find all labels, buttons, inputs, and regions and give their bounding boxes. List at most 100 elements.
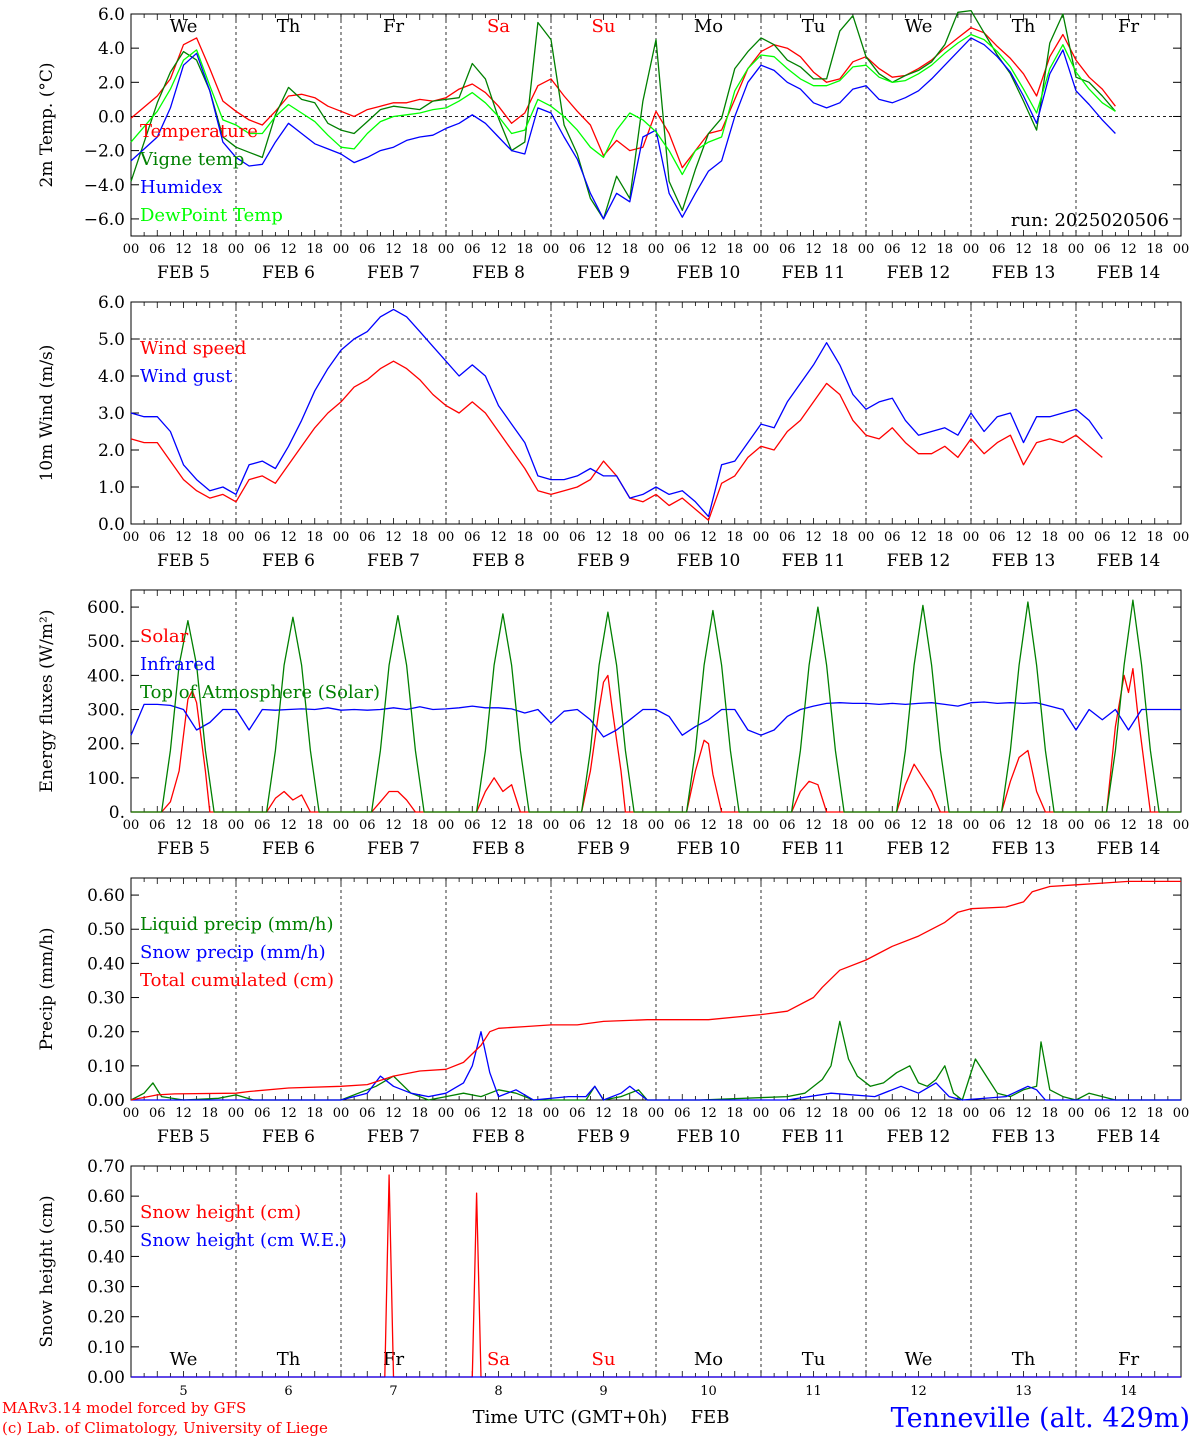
x-hour-label: 06 bbox=[149, 530, 166, 545]
x-date-label: FEB 7 bbox=[367, 551, 420, 571]
x-day-label: 14 bbox=[1120, 1384, 1137, 1399]
x-hour-label: 12 bbox=[910, 530, 927, 545]
x-day-label: 6 bbox=[284, 1384, 292, 1399]
x-hour-label: 00 bbox=[333, 818, 350, 833]
x-hour-label: 18 bbox=[516, 530, 533, 545]
series-line-2 bbox=[130, 37, 1116, 220]
x-hour-label: 00 bbox=[1173, 818, 1190, 833]
x-hour-label: 06 bbox=[149, 1106, 166, 1121]
x-hour-label: 18 bbox=[936, 530, 953, 545]
y-tick-label: −4.0 bbox=[84, 176, 125, 196]
x-hour-label: 18 bbox=[411, 818, 428, 833]
x-hour-label: 18 bbox=[306, 1106, 323, 1121]
x-hour-label: 12 bbox=[1120, 818, 1137, 833]
y-tick-label: 0.0 bbox=[98, 515, 125, 535]
x-day-label: 10 bbox=[700, 1384, 717, 1399]
x-hour-label: 06 bbox=[359, 818, 376, 833]
x-date-label: FEB 10 bbox=[677, 839, 741, 859]
x-hour-label: 18 bbox=[306, 242, 323, 257]
x-hour-label: 12 bbox=[595, 818, 612, 833]
x-date-label: FEB 9 bbox=[577, 551, 630, 571]
x-hour-label: 18 bbox=[936, 818, 953, 833]
day-name: Th bbox=[1012, 16, 1036, 37]
x-hour-label: 18 bbox=[1041, 1106, 1058, 1121]
day-name: Th bbox=[277, 16, 301, 37]
day-name: Su bbox=[592, 1349, 616, 1370]
x-date-label: FEB 6 bbox=[262, 551, 315, 571]
x-hour-label: 06 bbox=[359, 242, 376, 257]
x-hour-label: 18 bbox=[936, 1106, 953, 1121]
panel-energy: 0. 100. 200. 300. 400. 500. 600. Energy fluxes … bbox=[37, 589, 1190, 859]
x-date-label: FEB 10 bbox=[677, 551, 741, 571]
y-tick-label: 0.10 bbox=[87, 1338, 125, 1358]
legend-entry: DewPoint Temp bbox=[140, 205, 283, 226]
x-hour-label: 06 bbox=[1094, 1106, 1111, 1121]
x-hour-label: 12 bbox=[1120, 1106, 1137, 1121]
x-hour-label: 06 bbox=[989, 530, 1006, 545]
day-name: Su bbox=[592, 16, 616, 37]
x-hour-label: 18 bbox=[201, 242, 218, 257]
x-hour-label: 00 bbox=[228, 1106, 245, 1121]
x-day-label: 5 bbox=[179, 1384, 187, 1399]
x-hour-label: 12 bbox=[490, 242, 507, 257]
x-hour-label: 06 bbox=[989, 242, 1006, 257]
x-date-label: FEB 9 bbox=[577, 263, 630, 283]
x-hour-label: 18 bbox=[726, 242, 743, 257]
x-date-label: FEB 8 bbox=[472, 551, 525, 571]
y-tick-label: 0.30 bbox=[87, 989, 125, 1009]
y-tick-label: 6.0 bbox=[98, 293, 125, 313]
x-hour-label: 12 bbox=[595, 242, 612, 257]
day-name: Sa bbox=[487, 1349, 510, 1370]
y-tick-label: 0.20 bbox=[87, 1023, 125, 1043]
x-hour-label: 18 bbox=[516, 242, 533, 257]
x-hour-label: 06 bbox=[1094, 818, 1111, 833]
legend-entry: Wind gust bbox=[140, 366, 233, 387]
legend-entry: Liquid precip (mm/h) bbox=[140, 914, 334, 935]
y-tick-label: 0. bbox=[109, 803, 125, 823]
x-hour-label: 12 bbox=[280, 242, 297, 257]
series-line-0 bbox=[130, 360, 1103, 521]
x-hour-label: 00 bbox=[1173, 242, 1190, 257]
y-tick-label: 0.00 bbox=[87, 1091, 125, 1111]
series-line-3 bbox=[130, 33, 1116, 176]
x-date-label: FEB 8 bbox=[472, 263, 525, 283]
x-hour-label: 06 bbox=[464, 1106, 481, 1121]
x-hour-label: 06 bbox=[779, 1106, 796, 1121]
x-hour-label: 12 bbox=[280, 1106, 297, 1121]
x-hour-label: 06 bbox=[254, 242, 271, 257]
x-hour-label: 18 bbox=[621, 530, 638, 545]
x-date-label: FEB 7 bbox=[367, 1127, 420, 1147]
x-hour-label: 06 bbox=[779, 242, 796, 257]
x-hour-label: 06 bbox=[569, 242, 586, 257]
y-tick-label: 0.10 bbox=[87, 1057, 125, 1077]
x-hour-label: 12 bbox=[805, 242, 822, 257]
x-date-label: FEB 5 bbox=[157, 551, 210, 571]
y-tick-label: 0.50 bbox=[87, 920, 125, 940]
day-name: Tu bbox=[802, 16, 826, 37]
y-tick-label: 1.0 bbox=[98, 478, 125, 498]
day-name: Fr bbox=[1118, 16, 1139, 37]
y-tick-label: 3.0 bbox=[98, 404, 125, 424]
x-hour-label: 06 bbox=[569, 1106, 586, 1121]
x-hour-label: 00 bbox=[438, 818, 455, 833]
x-hour-label: 00 bbox=[228, 818, 245, 833]
x-hour-label: 00 bbox=[1173, 530, 1190, 545]
x-day-label: 11 bbox=[805, 1384, 822, 1399]
x-hour-label: 18 bbox=[621, 242, 638, 257]
x-hour-label: 06 bbox=[674, 1106, 691, 1121]
x-hour-label: 00 bbox=[648, 530, 665, 545]
x-date-label: FEB 14 bbox=[1097, 839, 1161, 859]
x-axis-unit: FEB bbox=[691, 1407, 730, 1428]
footer-credit-line2: (c) Lab. of Climatology, University of L… bbox=[2, 1419, 328, 1437]
series-line-1 bbox=[130, 308, 1103, 518]
series-line-0 bbox=[130, 27, 1116, 169]
x-hour-label: 06 bbox=[989, 818, 1006, 833]
x-hour-label: 00 bbox=[1068, 1106, 1085, 1121]
x-hour-label: 06 bbox=[359, 530, 376, 545]
y-tick-label: 100. bbox=[87, 769, 125, 789]
x-hour-label: 18 bbox=[831, 242, 848, 257]
x-hour-label: 06 bbox=[254, 1106, 271, 1121]
legend-entry: Temperature bbox=[140, 121, 258, 142]
legend-entry: Snow precip (mm/h) bbox=[140, 942, 326, 963]
x-hour-label: 06 bbox=[359, 1106, 376, 1121]
